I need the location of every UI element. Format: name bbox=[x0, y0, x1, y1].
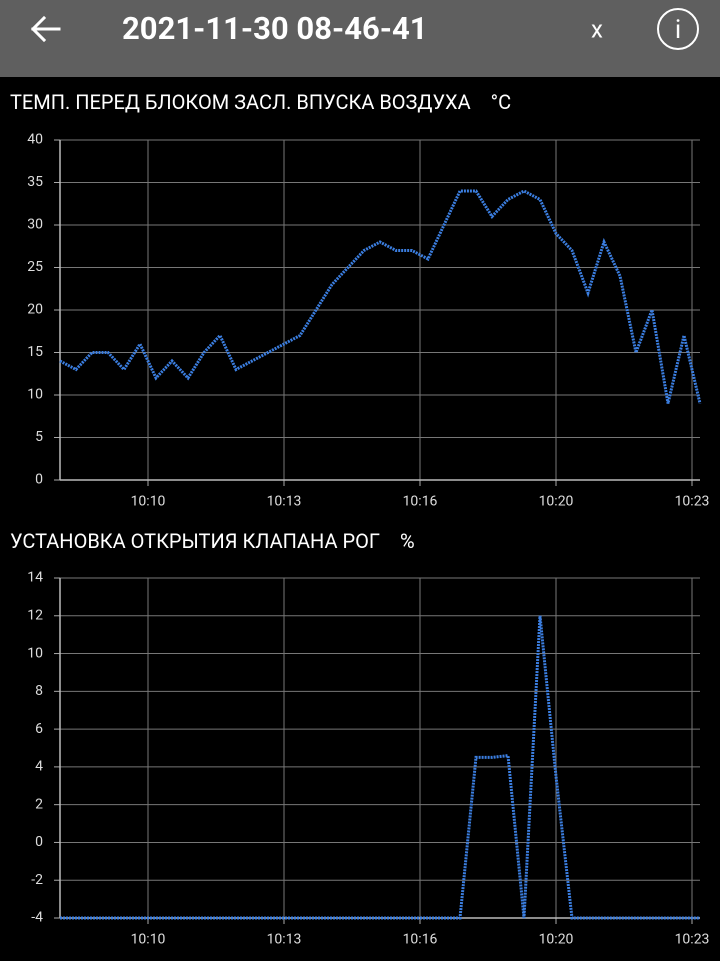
data-line bbox=[60, 615, 700, 920]
x-tick-label: 10:16 bbox=[403, 494, 438, 510]
app-bar bbox=[0, 0, 720, 77]
chart-title: УСТАНОВКА ОТКРЫТИЯ КЛАПАНА РОГ% bbox=[10, 529, 415, 553]
y-tick-label: 20 bbox=[27, 302, 43, 318]
x-tick-label: 10:20 bbox=[539, 932, 574, 948]
y-tick-label: 8 bbox=[35, 683, 43, 699]
data-line bbox=[59, 189, 702, 404]
y-tick-label: 6 bbox=[35, 721, 43, 737]
y-tick-label: 0 bbox=[35, 472, 43, 488]
y-tick-label: 40 bbox=[27, 132, 43, 148]
x-tick-label: 10:23 bbox=[675, 932, 710, 948]
chart-unit: % bbox=[400, 529, 415, 553]
chart-title-text: ТЕМП. ПЕРЕД БЛОКОМ ЗАСЛ. ВПУСКА ВОЗДУХА bbox=[10, 90, 471, 114]
x-tick-label: 10:20 bbox=[539, 494, 574, 510]
x-tick-label: 10:23 bbox=[675, 494, 710, 510]
y-tick-label: 15 bbox=[27, 344, 43, 360]
x-tick-label: 10:13 bbox=[267, 932, 302, 948]
x-tick-label: 10:10 bbox=[131, 932, 166, 948]
y-tick-label: -2 bbox=[31, 872, 43, 888]
screen-title: 2021-11-30 08-46-41 bbox=[122, 10, 428, 47]
y-tick-label: 25 bbox=[27, 259, 43, 275]
chart-title-text: УСТАНОВКА ОТКРЫТИЯ КЛАПАНА РОГ bbox=[10, 529, 380, 553]
y-tick-label: 2 bbox=[35, 796, 43, 812]
info-icon: i bbox=[675, 15, 681, 45]
x-tick-label: 10:16 bbox=[403, 932, 438, 948]
x-tick-label: 10:10 bbox=[131, 494, 166, 510]
y-tick-label: 12 bbox=[27, 607, 43, 623]
y-tick-label: 10 bbox=[27, 645, 43, 661]
close-button[interactable]: x bbox=[591, 15, 603, 43]
y-tick-label: 35 bbox=[27, 174, 43, 190]
chart-title: ТЕМП. ПЕРЕД БЛОКОМ ЗАСЛ. ВПУСКА ВОЗДУХА °… bbox=[10, 90, 511, 114]
y-tick-label: 0 bbox=[35, 834, 43, 850]
back-button[interactable] bbox=[30, 15, 61, 43]
y-tick-label: 4 bbox=[35, 759, 43, 775]
y-tick-label: 10 bbox=[27, 387, 43, 403]
y-tick-label: 5 bbox=[35, 429, 43, 445]
info-button[interactable] bbox=[657, 8, 699, 50]
y-tick-label: 30 bbox=[27, 217, 43, 233]
x-tick-label: 10:13 bbox=[267, 494, 302, 510]
arrow-head bbox=[30, 15, 47, 43]
y-tick-label: 14 bbox=[27, 570, 43, 586]
y-tick-label: -4 bbox=[31, 910, 43, 926]
chart-unit: °C bbox=[491, 90, 512, 114]
